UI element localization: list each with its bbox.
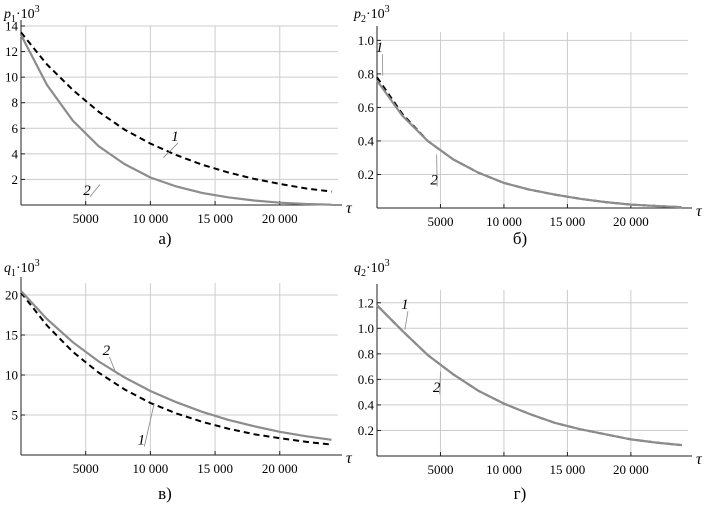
y-tick-label: 0.4 (358, 133, 375, 148)
y-label-exp: 3 (385, 258, 390, 269)
curve-tag-2: 2 (433, 380, 441, 396)
x-tick-label: 5000 (73, 211, 99, 226)
series-1-line (20, 31, 332, 193)
x-tick-label: 10 000 (486, 214, 522, 229)
series-2-line (20, 34, 332, 206)
y-tick-label: 1.0 (358, 33, 374, 48)
y-axis-label: q2·103 (354, 258, 390, 279)
curve-tag-2: 2 (430, 173, 438, 189)
x-tick-label: 20 000 (613, 462, 649, 477)
y-label-base: p (3, 7, 11, 22)
y-tick-label: 5 (12, 408, 19, 423)
y-tick-label: 0.2 (358, 167, 374, 182)
curve-tag-leader (163, 142, 179, 158)
curve-tag-1: 1 (171, 129, 179, 145)
curve-tag-1: 1 (376, 40, 384, 56)
series-2-line (376, 304, 682, 447)
curve-tag-leader (439, 371, 441, 395)
y-axis-label: q1·103 (4, 258, 40, 279)
y-label-sub: 1 (11, 14, 16, 25)
series-2-line (376, 79, 682, 209)
series-1-line (20, 291, 332, 446)
y-tick-label: 0.8 (358, 346, 374, 361)
y-tick-label: 10 (5, 368, 18, 383)
x-tick-label: 20 000 (613, 214, 649, 229)
y-axis-label: p2·103 (353, 4, 390, 25)
x-tick-label: 15 000 (550, 462, 586, 477)
y-tick-label: 0.4 (358, 397, 375, 412)
y-tick-label: 15 (5, 328, 18, 343)
y-label-sub: 1 (11, 268, 16, 279)
y-tick-label: 0.6 (358, 372, 375, 387)
y-label-sub: 2 (361, 268, 366, 279)
y-label-mult: ·10 (16, 7, 35, 22)
y-tick-label: 4 (12, 146, 19, 161)
series-2-line (20, 290, 332, 441)
x-tick-label: 10 000 (486, 462, 522, 477)
y-label-mult: ·10 (366, 261, 385, 276)
x-tick-label: 10 000 (133, 461, 169, 476)
y-tick-label: 8 (12, 95, 19, 110)
x-tick-label: 15 000 (197, 211, 233, 226)
y-label-base: p (353, 7, 361, 22)
curve-tag-2: 2 (103, 343, 111, 359)
x-tick-label: 15 000 (550, 214, 586, 229)
curve-tag-leader (109, 356, 116, 372)
y-label-sub: 2 (361, 14, 366, 25)
y-label-exp: 3 (35, 258, 40, 269)
x-tick-label: 10 000 (133, 211, 169, 226)
x-tick-label: 15 000 (197, 461, 233, 476)
y-label-base: q (354, 261, 361, 276)
y-tick-label: 0.6 (358, 100, 375, 115)
panel-caption: а) (158, 229, 171, 248)
y-axis-label: p1·103 (3, 4, 40, 25)
x-tick-label: 5000 (427, 462, 453, 477)
y-label-mult: ·10 (16, 261, 35, 276)
x-axis-label: τ (346, 450, 353, 467)
y-tick-label: 1.0 (358, 321, 374, 336)
y-label-exp: 3 (385, 4, 390, 15)
panel-caption: в) (158, 484, 172, 503)
y-tick-label: 0.8 (358, 66, 374, 81)
y-label-mult: ·10 (366, 7, 385, 22)
x-tick-label: 20 000 (262, 461, 298, 476)
y-tick-label: 6 (12, 121, 19, 136)
series-1-line (376, 304, 682, 447)
curve-tag-leader (143, 402, 155, 447)
curve-tag-1: 1 (401, 297, 409, 313)
x-axis-label: τ (696, 203, 703, 220)
x-tick-label: 20 000 (262, 211, 298, 226)
curve-tag-1: 1 (138, 433, 146, 449)
panel-a: 5000 10 000 15 000 20 000246810121412p1·103… (3, 4, 353, 248)
y-tick-label: 12 (5, 44, 18, 59)
panel-caption: г) (514, 484, 527, 503)
curve-tag-leader (89, 184, 101, 198)
y-tick-label: 0.2 (358, 423, 374, 438)
curve-tag-2: 2 (83, 183, 91, 199)
y-tick-label: 1.2 (358, 295, 374, 310)
series-1-line (376, 76, 682, 209)
x-tick-label: 5000 (73, 461, 99, 476)
x-axis-label: τ (696, 451, 703, 468)
x-tick-label: 5000 (427, 214, 453, 229)
y-tick-label: 2 (12, 172, 19, 187)
y-tick-label: 20 (5, 288, 18, 303)
y-tick-label: 14 (5, 19, 19, 34)
x-axis-label: τ (346, 200, 353, 217)
panel-caption: б) (513, 229, 527, 248)
panel-d: 5000 10 000 15 000 20 000 0.2 0.4 0.6 0.8 1.0 1.2… (354, 258, 703, 503)
y-label-base: q (4, 261, 11, 276)
curve-tag-leader (404, 311, 409, 330)
y-tick-label: 10 (5, 70, 18, 85)
y-label-exp: 3 (35, 4, 40, 15)
